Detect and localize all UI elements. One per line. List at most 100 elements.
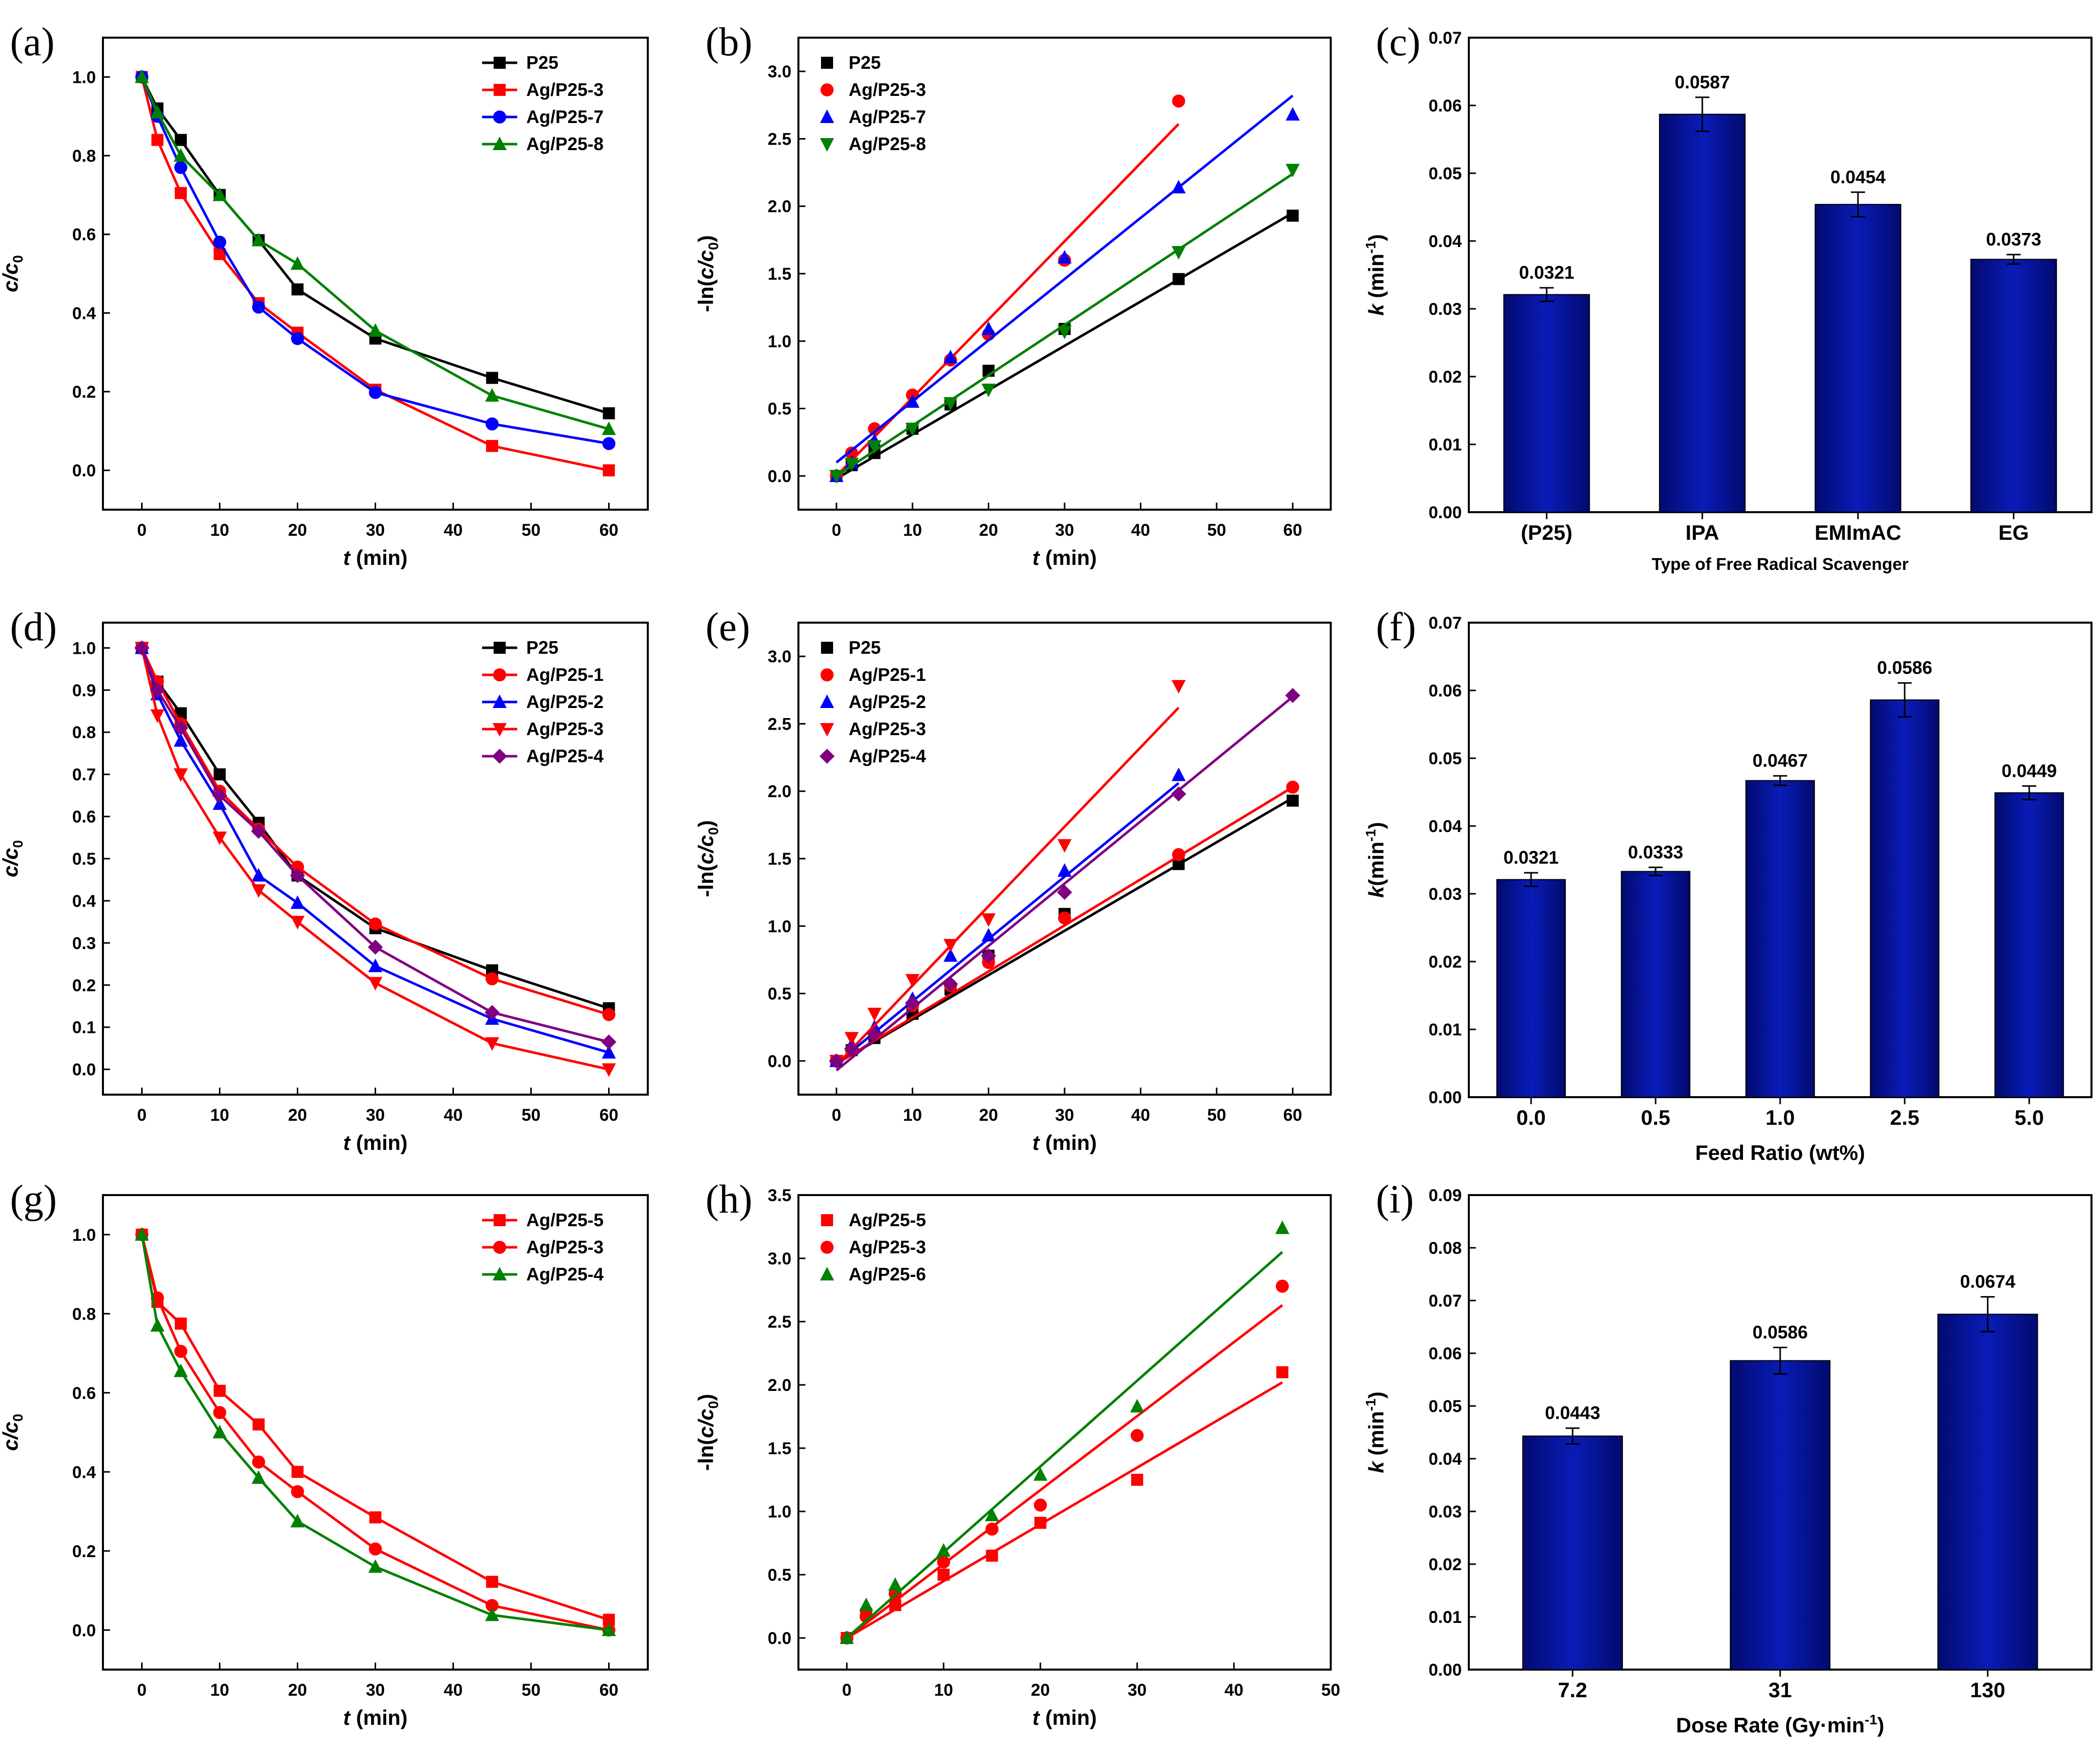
x-tick-label: 0 [842,1681,852,1700]
bar-5-0 [1994,792,2064,1098]
x-category-label: EMImAC [1815,521,1902,544]
legend-label: Ag/P25-3 [849,1237,926,1257]
x-tick-label: 50 [522,1681,541,1700]
x-tick-label: 20 [1031,1681,1050,1700]
fit-line [835,707,1180,1066]
x-tick-label: 10 [903,1106,922,1125]
data-point [1285,688,1301,703]
x-tick-label: 10 [210,1106,229,1125]
legend: P25 Ag/P25-3 Ag/P25-7 Ag/P25-8 [482,52,604,154]
y-tick-label: 0.07 [1429,29,1462,48]
data-point [150,709,165,723]
legend-marker [494,1214,506,1226]
legend-marker [821,1241,834,1254]
data-point [369,917,382,931]
data-point [1276,1366,1289,1378]
x-tick-label: 40 [1131,1106,1150,1125]
x-tick-label: 60 [1283,521,1302,540]
data-point [845,457,859,472]
data-point [1287,794,1299,807]
legend-label: P25 [849,637,881,658]
data-label: 0.0587 [1675,72,1730,92]
bar-0-0 [1496,879,1566,1098]
y-tick-label: 0.03 [1429,885,1462,904]
data-point [135,1227,149,1241]
y-tick-label: 0.6 [72,1384,96,1403]
y-tick-label: 0.6 [72,807,96,827]
x-tick-label: 60 [1283,1106,1302,1125]
legend-item-ag-p25-2: Ag/P25-2 [820,691,926,712]
data-point [867,1026,882,1042]
x-tick-label: 40 [444,1681,463,1700]
legend-item-ag-p25-1: Ag/P25-1 [482,664,604,685]
legend-label: Ag/P25-3 [849,79,926,100]
y-tick-label: 0.02 [1429,368,1462,387]
data-point [1173,273,1185,285]
x-tick-label: 20 [288,521,307,540]
y-tick-label: 0.01 [1429,435,1462,454]
data-point [291,1466,304,1478]
legend-item-ag-p25-7: Ag/P25-7 [820,106,926,127]
panel-a: 0 10 20 30 40 50 60 0.0 0.2 0.4 0.6 0.8 1.0 P25 Ag/P25… [0,20,649,569]
y-tick-label: 0.05 [1429,1397,1462,1416]
data-point [150,1318,165,1332]
data-label: 0.0449 [2002,760,2057,781]
data-point [173,720,188,736]
x-category-label: 5.0 [2015,1106,2044,1129]
y-tick-label: 3.5 [768,1186,791,1205]
panel-e: 0 10 20 30 40 50 60 0.0 0.5 1.0 1.5 2.0 2.5 3.0 P25 Ag/… [694,605,1332,1154]
data-point [1058,863,1072,877]
y-tick-label: 0.7 [72,765,96,784]
data-point [1172,848,1186,861]
legend-item-p25: P25 [482,637,558,658]
data-point [1287,209,1299,222]
data-point [252,868,266,882]
y-tick-label: 3.0 [768,1249,791,1268]
panel-g: 0 10 20 30 40 50 600.00.20.40.60.81.0Ag/P25-5A… [0,1178,649,1729]
y-tick-label: 0.0 [72,1621,96,1640]
series-ag-p25-5 [841,1366,1289,1644]
x-tick-label: 10 [210,1681,229,1700]
y-tick-label: 1.0 [72,1226,96,1245]
x-tick-label: 40 [444,1106,463,1125]
legend-label: Ag/P25-3 [526,1237,604,1257]
bars: 0.0443 0.0586 0.0674 [1522,1271,2038,1671]
data-point [943,397,958,411]
panel-i: 0.00 0.01 0.02 0.03 0.04 0.05 0.06 0.07 0.08 0.09… [1363,1178,2092,1737]
y-tick-label: 0.04 [1429,817,1462,836]
y-tick-label: 0.8 [72,1305,96,1324]
y-tick-label: 0.0 [72,1061,96,1080]
y-axis-label: k (min-1) [1363,234,1388,316]
data-point [174,148,188,162]
data-point [485,1005,500,1020]
legend-label: Ag/P25-2 [526,691,604,712]
bar-0-5 [1620,871,1691,1098]
legend-label: Ag/P25-4 [526,746,604,766]
x-tick-label: 50 [1207,1106,1226,1125]
data-point [1286,107,1300,121]
bar-ipa [1659,113,1746,513]
data-point [943,349,958,364]
legend: P25 Ag/P25-1 Ag/P25-2 Ag/P25-3 Ag/P25-4 [482,637,604,766]
data-point [905,974,920,988]
data-point [212,788,227,803]
y-tick-label: 3.0 [768,647,791,666]
x-tick-label: 30 [1055,1106,1074,1125]
y-tick-label: 0.01 [1429,1608,1462,1627]
data-point [1275,1220,1290,1234]
data-point [859,1597,873,1611]
panel-label: (d) [10,605,57,649]
legend-label: Ag/P25-5 [526,1210,604,1230]
series-ag-p25-3 [135,1228,616,1637]
x-axis-label: Type of Free Radical Scavenger [1652,555,1908,574]
data-point [486,972,499,986]
x-tick-label: 0 [832,521,841,540]
legend-label: Ag/P25-3 [849,719,926,739]
legend-marker [820,1267,834,1280]
legend-label: Ag/P25-4 [526,1264,604,1284]
legend-marker [493,1267,507,1280]
legend-label: Ag/P25-5 [849,1210,926,1230]
x-category-label: EG [1999,521,2029,544]
data-point [602,437,616,450]
data-point [213,1384,226,1397]
